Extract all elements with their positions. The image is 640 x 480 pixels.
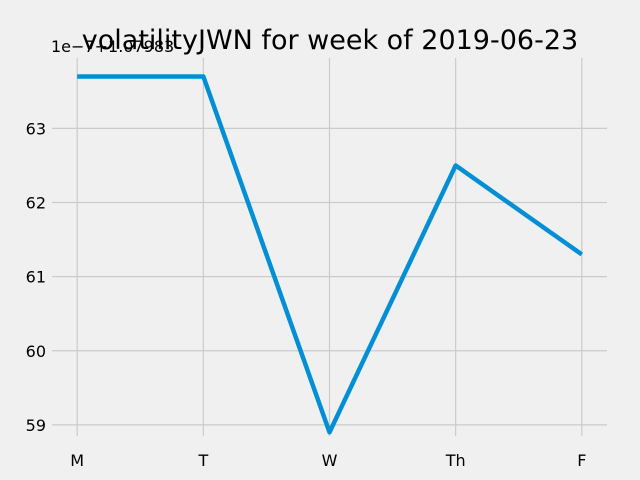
- y-tick-label: 62: [26, 194, 46, 213]
- y-tick-label: 59: [26, 416, 46, 435]
- x-tick-label: T: [197, 451, 208, 470]
- x-tick-label: F: [577, 451, 586, 470]
- x-tick-label: W: [322, 451, 338, 470]
- axis-offset-label: 1e−7+1.07983: [51, 37, 174, 56]
- chart-title: volatilityJWN for week of 2019-06-23: [82, 25, 578, 56]
- x-tick-label: Th: [445, 451, 466, 470]
- tick-layer: M T W Th F 59 60 61 62 63: [26, 119, 587, 470]
- series-layer: [77, 74, 584, 435]
- y-tick-label: 63: [26, 119, 46, 138]
- y-tick-label: 60: [26, 342, 46, 361]
- grid-layer: [52, 58, 607, 436]
- y-tick-label: 61: [26, 268, 46, 287]
- x-tick-label: M: [70, 451, 84, 470]
